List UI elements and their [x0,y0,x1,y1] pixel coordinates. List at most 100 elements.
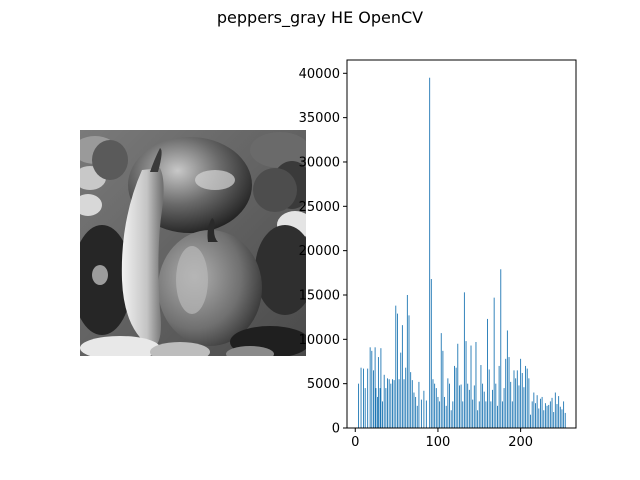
histogram-bar [561,409,563,428]
histogram-bar [551,397,553,428]
y-tick-label: 35000 [299,111,340,126]
ticks-layer: 0 100 200 0 5000 10000 15000 20000 25000 30000 350… [299,67,533,450]
histogram-bar [548,404,550,428]
y-tick-label: 10000 [299,333,340,348]
y-tick-label: 30000 [299,155,340,170]
y-tick-label: 5000 [307,377,340,392]
histogram-bar [454,365,455,428]
histogram-bar [508,357,510,428]
histogram-bar [430,279,432,428]
histogram-bar [410,372,412,428]
histogram-bar [526,368,528,428]
y-tick-label: 25000 [299,200,340,215]
histogram-bar [473,385,475,428]
histogram-bar [531,401,533,428]
histogram-bar [516,370,518,428]
histogram-bar [452,401,454,428]
histogram-bar [387,378,388,428]
histogram-bar [525,365,527,428]
histogram-bar [488,369,490,428]
histogram-bar [482,383,484,428]
histogram-bar [449,383,450,428]
histogram-bar [465,341,467,428]
x-tick-label: 200 [508,435,533,450]
histogram-bar [406,294,408,428]
histogram-bar [564,412,566,428]
histogram-bar [411,380,413,428]
histogram-bar [392,379,393,428]
histogram-bar [439,401,441,428]
y-tick-label: 20000 [299,244,340,259]
histogram-bar [398,379,400,428]
histogram-bar [403,379,405,428]
histogram-bar [558,396,560,428]
y-tick-label: 40000 [299,67,340,82]
histogram-bar [373,370,374,428]
histogram-bar [468,389,470,428]
histogram-bar [455,367,457,428]
histogram-bar [383,374,385,428]
histogram-bar [553,412,555,428]
histogram-bar [364,388,366,428]
histogram-bar [510,381,512,428]
histogram-bar [380,348,382,428]
histogram-bar [375,388,377,428]
histogram-bar [535,403,536,428]
peppers-image [72,130,315,362]
histogram-bar [420,399,422,428]
histogram-bar [360,367,362,428]
histogram-bar [429,77,431,428]
histogram-bar [382,401,383,428]
histogram-bar [559,406,561,428]
histogram-bar [415,396,417,428]
histogram-bar [544,403,546,428]
histogram-bar [374,347,376,428]
histogram-bar [401,325,403,428]
histogram-bar [463,292,465,428]
histogram-bar [505,358,507,428]
histogram-bar [450,410,452,428]
histogram-bar [385,388,387,428]
histogram-bar [540,398,541,428]
histogram-bar [460,384,462,428]
y-tick-label: 0 [332,422,340,437]
histogram-bar [405,367,407,428]
histogram-bar [503,388,505,428]
histogram-bar [388,379,390,428]
histogram-bar [515,378,517,428]
histogram-bar [437,396,439,428]
histogram-bar [533,392,535,428]
histogram-bar [530,414,531,428]
histogram-bar [518,385,520,428]
histogram-bar [563,401,565,428]
histogram-bar [475,341,477,428]
histogram-bar [478,401,480,428]
histogram-bar [445,405,447,428]
histogram-bar [369,347,371,428]
histogram-bar [521,373,523,428]
histogram-bar [511,401,513,428]
histogram-bar [485,401,487,428]
y-tick-label: 15000 [299,288,340,303]
histogram-bar [500,269,502,428]
histogram-bar [444,396,445,428]
histogram-bar [538,408,540,428]
histogram-bar [462,401,464,428]
histogram-bar [396,313,398,428]
histogram-bar [470,345,472,428]
histogram-bar [408,315,410,428]
x-tick-label: 0 [351,435,359,450]
histogram-bar [501,401,503,428]
histogram-bar [506,330,508,428]
histogram-bar [520,358,522,428]
histogram-bar [543,410,545,428]
histogram-bar [395,305,397,428]
histogram-bar [541,396,543,428]
bars-layer [358,77,566,428]
histogram-bar [425,400,427,428]
histogram-bar [435,388,437,428]
histogram-bar [554,392,556,428]
histogram-bar [371,350,373,428]
